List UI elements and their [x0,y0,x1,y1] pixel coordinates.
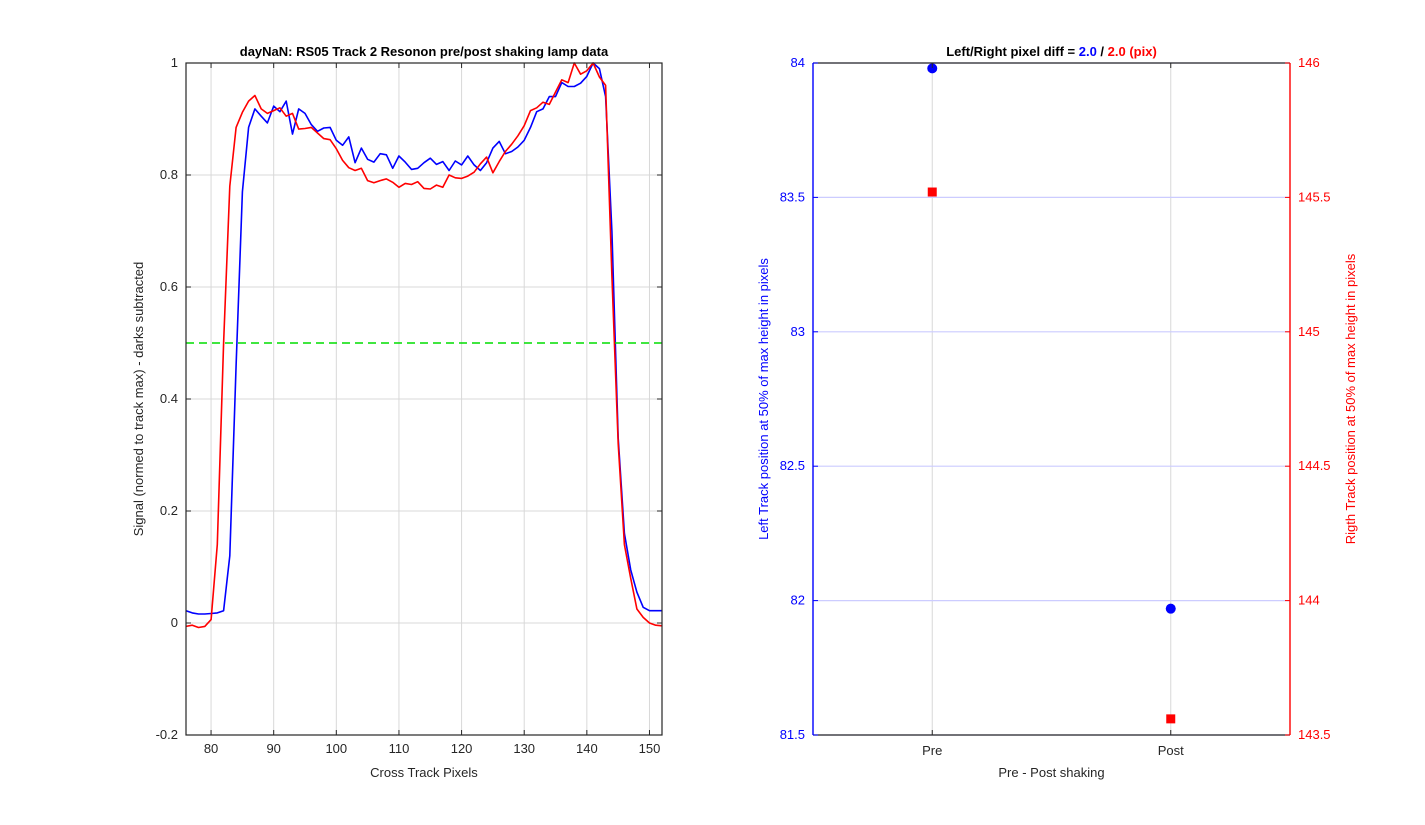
left-chart: 80 90 100 110 120 130 140 150 -0.2 0 0.2 0.4 0.6 0.8 1… [131,44,663,780]
right-right-series-point [1166,714,1176,724]
right-chart-title: Left/Right pixel diff = 2.0 / 2.0 (pix) [946,44,1157,59]
right-right-series-point [927,187,937,197]
right-ticks: Pre Post 81.5 82 82.5 83 83.5 84 143.5 144 144.5 14… [780,55,1331,758]
right-left-series-point [927,63,938,74]
right-title-right-value: 2.0 (pix) [1108,44,1157,59]
right-plot-frame [812,62,1291,736]
left-x-axis-label: Cross Track Pixels [370,765,478,780]
left-y-tick-label: 0.2 [160,503,178,518]
left-y-tick-label: 0.4 [160,391,178,406]
right-markers [927,63,1176,724]
right-left-y-tick-label: 81.5 [780,727,805,742]
right-right-y-axis-label: Rigth Track position at 50% of max heigh… [1343,253,1358,544]
left-y-tick-label: 0.8 [160,167,178,182]
left-y-axis-label: Signal (normed to track max) - darks sub… [131,262,146,537]
right-right-y-tick-label: 145.5 [1298,189,1331,204]
right-chart: Pre Post 81.5 82 82.5 83 83.5 84 143.5 144 144.5 14… [756,44,1358,780]
right-title-left-value: 2.0 [1079,44,1097,59]
left-series [185,62,663,629]
right-right-y-tick-label: 146 [1298,55,1320,70]
left-series-line-red [185,62,663,629]
right-title-prefix: Left/Right pixel diff = [946,44,1079,59]
left-series-line-blue [185,62,662,615]
right-x-tick-label: Pre [922,743,942,758]
left-x-tick-label: 130 [513,741,535,756]
left-y-tick-label: 0 [171,615,178,630]
right-x-axis-label: Pre - Post shaking [998,765,1104,780]
right-right-y-tick-label: 144 [1298,593,1320,608]
right-left-y-tick-label: 83 [791,324,805,339]
left-x-tick-label: 110 [389,741,410,756]
right-x-tick-label: Post [1158,743,1184,758]
right-right-y-tick-label: 143.5 [1298,727,1331,742]
right-left-y-tick-label: 82.5 [780,458,805,473]
right-left-y-tick-label: 84 [791,55,805,70]
right-right-y-tick-label: 145 [1298,324,1320,339]
left-x-tick-label: 150 [639,741,661,756]
right-title-separator: / [1097,44,1108,59]
left-x-tick-label: 120 [451,741,473,756]
left-gridlines [186,62,662,736]
left-y-tick-label: 0.6 [160,279,178,294]
left-x-tick-label: 140 [576,741,598,756]
left-chart-title: dayNaN: RS05 Track 2 Resonon pre/post sh… [240,44,609,59]
left-y-tick-label: -0.2 [156,727,178,742]
left-x-tick-label: 100 [325,741,347,756]
left-x-tick-label: 90 [266,741,280,756]
right-left-y-axis-label: Left Track position at 50% of max height… [756,258,771,540]
left-y-tick-label: 1 [171,55,178,70]
right-left-series-point [1165,603,1176,614]
left-ticks: 80 90 100 110 120 130 140 150 -0.2 0 0.2 0.4 0.6 0.8 1 [156,55,662,756]
left-x-tick-label: 80 [204,741,218,756]
right-right-y-tick-label: 144.5 [1298,458,1331,473]
right-left-y-tick-label: 82 [791,593,805,608]
right-left-y-tick-label: 83.5 [780,189,805,204]
